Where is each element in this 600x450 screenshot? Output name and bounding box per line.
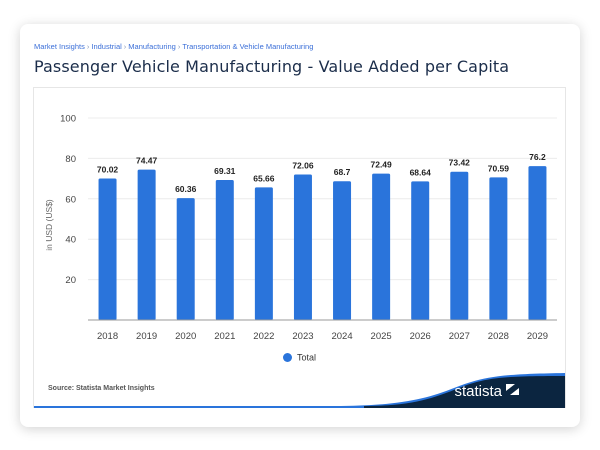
statista-logo-icon [506,384,519,395]
bar-2020[interactable] [176,198,195,320]
bar-2028[interactable] [489,177,508,320]
y-tick-label: 40 [65,235,76,246]
y-axis-label: in USD (US$) [44,199,54,251]
breadcrumb-item-market-insights[interactable]: Market Insights [34,42,85,51]
value-label: 68.64 [410,167,432,177]
value-label: 60.36 [175,184,197,194]
y-tick-label: 60 [65,194,76,205]
breadcrumb-separator: › [177,42,181,51]
legend[interactable]: Total [34,352,565,363]
value-label: 72.49 [370,160,392,170]
bar-2029[interactable] [528,166,547,320]
y-tick-label: 80 [65,154,76,165]
page-title: Passenger Vehicle Manufacturing - Value … [34,57,510,76]
statista-logo-text: statista [454,383,502,400]
value-labels: 70.02 74.47 60.36 69.31 65.66 72.06 68.7 72.49 6… [97,152,546,194]
value-label: 74.47 [136,156,158,166]
value-label: 70.59 [488,163,510,173]
bar-2018[interactable] [98,178,117,320]
x-tick-label: 2026 [410,331,431,342]
value-label: 65.66 [253,173,275,183]
source-note: Source: Statista Market Insights [48,385,155,392]
x-tick-label: 2029 [527,331,548,342]
y-axis-ticks: 20 40 60 80 100 [60,114,76,287]
legend-label-total: Total [296,352,316,363]
footer-underline [34,406,364,408]
bars [98,166,547,320]
breadcrumb: Market Insights › Industrial › Manufacturing… [34,42,313,51]
value-label: 76.2 [529,152,546,162]
legend-marker-total [282,353,292,363]
value-label: 73.42 [449,158,471,168]
x-tick-label: 2020 [175,331,196,342]
bar-2023[interactable] [293,174,312,320]
bar-2024[interactable] [333,181,352,320]
bar-chart: 20 40 60 80 100 in USD (US$) 70.02 74.47 60.36… [44,114,557,342]
x-tick-label: 2021 [214,331,235,342]
bar-2019[interactable] [137,169,156,320]
breadcrumb-item-manufacturing[interactable]: Manufacturing [128,42,176,51]
y-tick-label: 20 [65,275,76,286]
x-tick-label: 2023 [292,331,313,342]
breadcrumb-item-industrial[interactable]: Industrial [91,42,122,51]
x-tick-label: 2018 [97,331,118,342]
footer-banner: statista [34,373,565,408]
breadcrumb-separator: › [86,42,90,51]
y-tick-label: 100 [60,114,76,125]
bar-2026[interactable] [411,181,430,320]
chart-card: Market Insights › Industrial › Manufacturing… [20,24,580,427]
x-tick-label: 2025 [371,331,392,342]
x-tick-label: 2027 [449,331,470,342]
x-axis-ticks: 2018 2019 2020 2021 2022 2023 2024 2025 2026 2027… [97,331,548,342]
x-tick-label: 2028 [488,331,509,342]
x-tick-label: 2019 [136,331,157,342]
breadcrumb-separator: › [123,42,127,51]
bar-2025[interactable] [372,173,391,320]
x-tick-label: 2022 [253,331,274,342]
breadcrumb-item-transportation[interactable]: Transportation & Vehicle Manufacturing [182,42,314,51]
value-label: 72.06 [292,160,314,170]
x-tick-label: 2024 [331,331,352,342]
bar-2021[interactable] [215,179,234,320]
bar-2022[interactable] [254,187,273,320]
value-label: 68.7 [334,167,351,177]
value-label: 69.31 [214,166,236,176]
value-label: 70.02 [97,165,119,175]
chart-container: 20 40 60 80 100 in USD (US$) 70.02 74.47 60.36… [33,87,566,408]
gridlines [88,117,557,281]
bar-2027[interactable] [450,171,469,320]
